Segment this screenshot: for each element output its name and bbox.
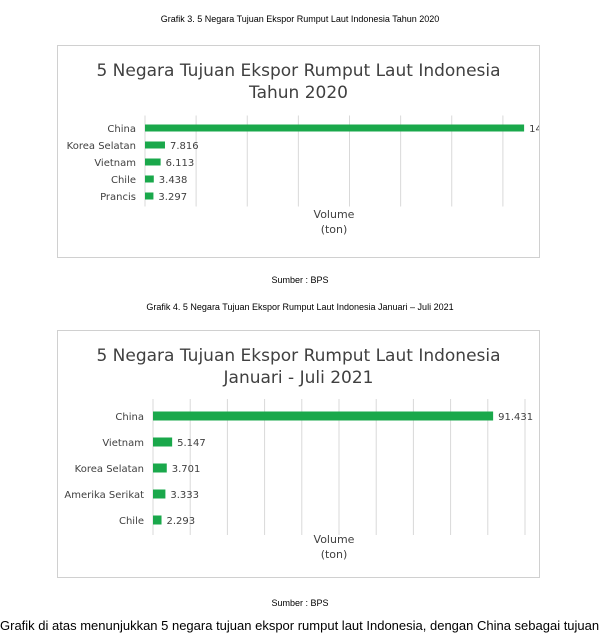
chart1-category-label: Vietnam bbox=[94, 158, 136, 169]
chart1-category-label: Korea Selatan bbox=[67, 141, 136, 152]
chart2-bar bbox=[153, 463, 167, 473]
chart2-plot: China 91.431 Vietnam 5.147 Korea Selatan 3.70… bbox=[64, 399, 533, 561]
chart1-frame: 5 Negara Tujuan Ekspor Rumput Laut Indon… bbox=[57, 45, 540, 258]
chart1-value-label: 3.438 bbox=[159, 175, 188, 186]
chart2-title-line1: 5 Negara Tujuan Ekspor Rumput Laut Indon… bbox=[96, 346, 501, 366]
chart1-bar bbox=[145, 141, 165, 149]
chart1-category-label: Chile bbox=[111, 175, 136, 186]
chart2-title-line2: Januari - Juli 2021 bbox=[223, 368, 374, 388]
chart2-value-label: 3.701 bbox=[172, 464, 201, 475]
chart1-plot: China 148.306 Korea Selatan 7.816 Vietnam 6.1… bbox=[67, 115, 539, 236]
chart1-bar bbox=[145, 192, 154, 200]
chart1-title-line1: 5 Negara Tujuan Ekspor Rumput Laut Indon… bbox=[96, 61, 501, 81]
chart2-bar bbox=[153, 489, 166, 499]
chart1-title-line2: Tahun 2020 bbox=[249, 83, 348, 103]
chart2-frame: 5 Negara Tujuan Ekspor Rumput Laut Indon… bbox=[57, 330, 540, 578]
chart1-axis-title-line2: (ton) bbox=[321, 223, 348, 236]
chart1-bar bbox=[145, 158, 161, 166]
body-paragraph: Grafik di atas menunjukkan 5 negara tuju… bbox=[0, 618, 600, 633]
chart1-caption: Grafik 3. 5 Negara Tujuan Ekspor Rumput … bbox=[160, 14, 440, 24]
chart2-category-label: China bbox=[115, 412, 144, 423]
chart2-value-label: 2.293 bbox=[167, 516, 196, 527]
chart2-category-label: Vietnam bbox=[102, 438, 144, 449]
chart1-axis-title-line1: Volume bbox=[314, 208, 355, 221]
chart2-bar bbox=[153, 515, 162, 525]
chart1-value-label: 6.113 bbox=[166, 158, 195, 169]
chart2-axis-title-line1: Volume bbox=[314, 533, 355, 546]
chart1-value-label: 148.306 bbox=[529, 124, 539, 135]
chart1-bar bbox=[145, 175, 154, 183]
chart2-caption: Grafik 4. 5 Negara Tujuan Ekspor Rumput … bbox=[146, 302, 454, 312]
chart1-category-label: Prancis bbox=[100, 192, 136, 203]
chart1-value-label: 3.297 bbox=[158, 192, 187, 203]
chart2-axis-title-line2: (ton) bbox=[321, 548, 348, 561]
chart2-source: Sumber : BPS bbox=[271, 598, 329, 608]
chart2-bar bbox=[153, 437, 173, 447]
chart1-source: Sumber : BPS bbox=[271, 275, 329, 285]
chart2-value-label: 3.333 bbox=[170, 490, 199, 501]
chart2-value-label: 5.147 bbox=[177, 438, 206, 449]
chart1-category-label: China bbox=[107, 124, 136, 135]
chart2-bar bbox=[153, 411, 494, 421]
chart2-category-label: Korea Selatan bbox=[75, 464, 144, 475]
chart2-category-label: Amerika Serikat bbox=[64, 490, 144, 501]
chart2-category-label: Chile bbox=[119, 516, 144, 527]
chart1-bar bbox=[145, 124, 525, 132]
chart1-value-label: 7.816 bbox=[170, 141, 199, 152]
chart2-value-label: 91.431 bbox=[498, 412, 533, 423]
